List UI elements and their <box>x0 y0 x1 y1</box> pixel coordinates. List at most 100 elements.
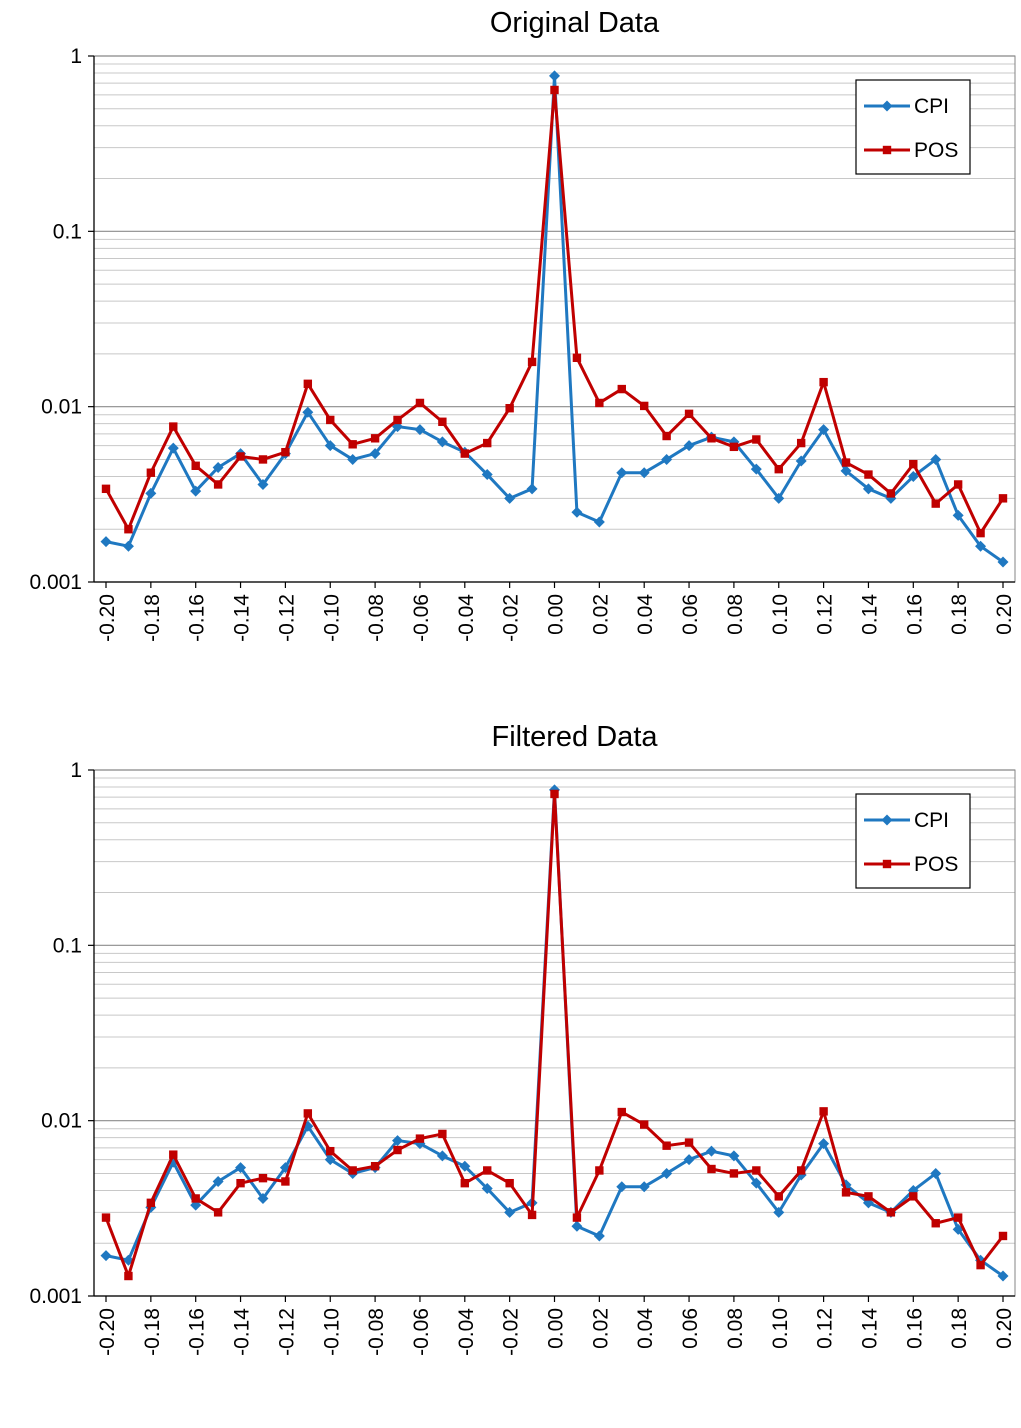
data-point-cpi <box>750 1177 762 1189</box>
data-point-pos <box>931 499 940 508</box>
data-point-cpi <box>526 483 538 495</box>
x-tick-label: 0.00 <box>545 594 568 635</box>
series-pos <box>101 789 1008 1281</box>
data-point-cpi <box>212 461 224 473</box>
x-tick-label: 0.08 <box>724 594 747 635</box>
data-point-pos <box>572 353 582 362</box>
data-point-pos <box>617 1107 626 1117</box>
data-point-cpi <box>392 1135 404 1147</box>
data-point-pos <box>707 434 716 443</box>
data-point-pos <box>953 480 963 489</box>
x-tick-label: -0.04 <box>455 594 478 642</box>
data-point-cpi <box>549 70 560 82</box>
data-point-cpi <box>683 1154 695 1166</box>
data-point-pos <box>729 1169 739 1178</box>
data-point-pos <box>281 1177 290 1186</box>
data-point-cpi <box>190 1199 202 1211</box>
data-point-cpi <box>100 536 112 548</box>
data-point-pos <box>684 1138 694 1147</box>
data-point-pos <box>909 1192 918 1201</box>
data-point-cpi <box>302 406 314 418</box>
data-point-cpi <box>818 1138 830 1150</box>
legend: CPI POS <box>855 793 971 889</box>
legend: CPI POS <box>855 79 971 175</box>
data-point-cpi <box>414 424 426 436</box>
data-point-pos <box>976 528 985 538</box>
data-point-pos <box>438 417 447 426</box>
data-point-cpi <box>997 556 1009 568</box>
x-tick-label: 0.14 <box>858 594 881 635</box>
data-point-pos <box>684 409 694 419</box>
x-tick-label: 0.00 <box>545 1308 568 1349</box>
y-tick-label: 0.001 <box>29 571 82 594</box>
x-tick-label: -0.08 <box>365 1308 388 1356</box>
data-point-pos <box>729 442 739 452</box>
x-tick-label: -0.06 <box>410 1308 433 1356</box>
data-point-pos <box>707 1164 716 1174</box>
legend-label: POS <box>914 853 958 876</box>
data-point-pos <box>483 1166 492 1175</box>
data-point-pos <box>393 1145 402 1155</box>
x-tick-label: -0.10 <box>320 594 343 642</box>
x-tick-label: 0.14 <box>858 1308 881 1349</box>
data-point-cpi <box>616 1181 628 1193</box>
x-tick-label: -0.06 <box>410 594 433 642</box>
data-point-cpi <box>504 492 516 504</box>
data-point-cpi <box>862 483 874 495</box>
data-point-pos <box>258 1173 268 1183</box>
data-point-cpi <box>504 1206 516 1218</box>
data-point-pos <box>124 1271 133 1281</box>
data-point-pos <box>909 459 918 469</box>
chart-title: Filtered Data <box>491 721 658 753</box>
data-point-cpi <box>705 1145 717 1157</box>
data-point-pos <box>258 455 268 464</box>
data-point-cpi <box>907 470 919 482</box>
legend-label: CPI <box>914 809 949 832</box>
data-point-cpi <box>593 516 605 528</box>
legend-marker-square <box>882 145 892 155</box>
data-point-cpi <box>795 1169 807 1181</box>
data-point-pos <box>640 1120 649 1129</box>
y-tick-label: 0.01 <box>41 396 82 419</box>
data-point-cpi <box>190 485 202 497</box>
data-point-cpi <box>661 453 673 465</box>
data-point-pos <box>213 480 223 489</box>
x-tick-label: -0.14 <box>231 594 254 642</box>
data-point-pos <box>236 1178 245 1188</box>
x-tick-label: 0.02 <box>589 594 612 635</box>
data-point-pos <box>752 1166 761 1175</box>
data-point-pos <box>191 1194 200 1203</box>
data-point-pos <box>460 1178 469 1188</box>
data-point-cpi <box>324 440 336 452</box>
data-point-pos <box>303 1109 313 1118</box>
original-data-chart: Original Data 1 0.1 0.01 0.001 -0.20 -0.18 -0.1… <box>29 7 1016 642</box>
x-tick-label: 0.16 <box>903 594 926 635</box>
data-point-pos <box>146 468 156 477</box>
data-point-pos <box>370 434 380 443</box>
data-point-cpi <box>750 463 762 475</box>
data-point-cpi <box>997 1270 1009 1282</box>
data-point-pos <box>796 1166 806 1175</box>
data-point-pos <box>169 1150 178 1159</box>
data-point-pos <box>191 461 200 470</box>
x-tick-label: -0.14 <box>231 1308 254 1356</box>
data-point-pos <box>953 1213 963 1222</box>
data-point-cpi <box>818 424 830 436</box>
data-point-cpi <box>369 448 381 460</box>
x-tick-label: 0.06 <box>679 1308 702 1349</box>
data-point-pos <box>841 458 851 467</box>
x-tick-label: 0.04 <box>634 594 657 635</box>
x-tick-label: 0.12 <box>814 594 837 635</box>
filtered-data-chart: Filtered Data 1 0.1 0.01 0.001 -0.20 -0.18 -0.1… <box>0 714 1021 1428</box>
data-point-cpi <box>459 1160 471 1172</box>
data-point-pos <box>640 401 649 411</box>
data-point-cpi <box>638 1181 650 1193</box>
x-tick-label: 0.10 <box>769 594 792 635</box>
data-point-cpi <box>347 453 359 465</box>
data-point-cpi <box>773 492 785 504</box>
x-tick-label: -0.02 <box>500 1308 523 1356</box>
data-point-cpi <box>257 478 269 490</box>
data-point-cpi <box>257 1192 269 1204</box>
data-point-pos <box>101 1213 111 1222</box>
y-tick-label: 0.01 <box>41 1110 82 1133</box>
